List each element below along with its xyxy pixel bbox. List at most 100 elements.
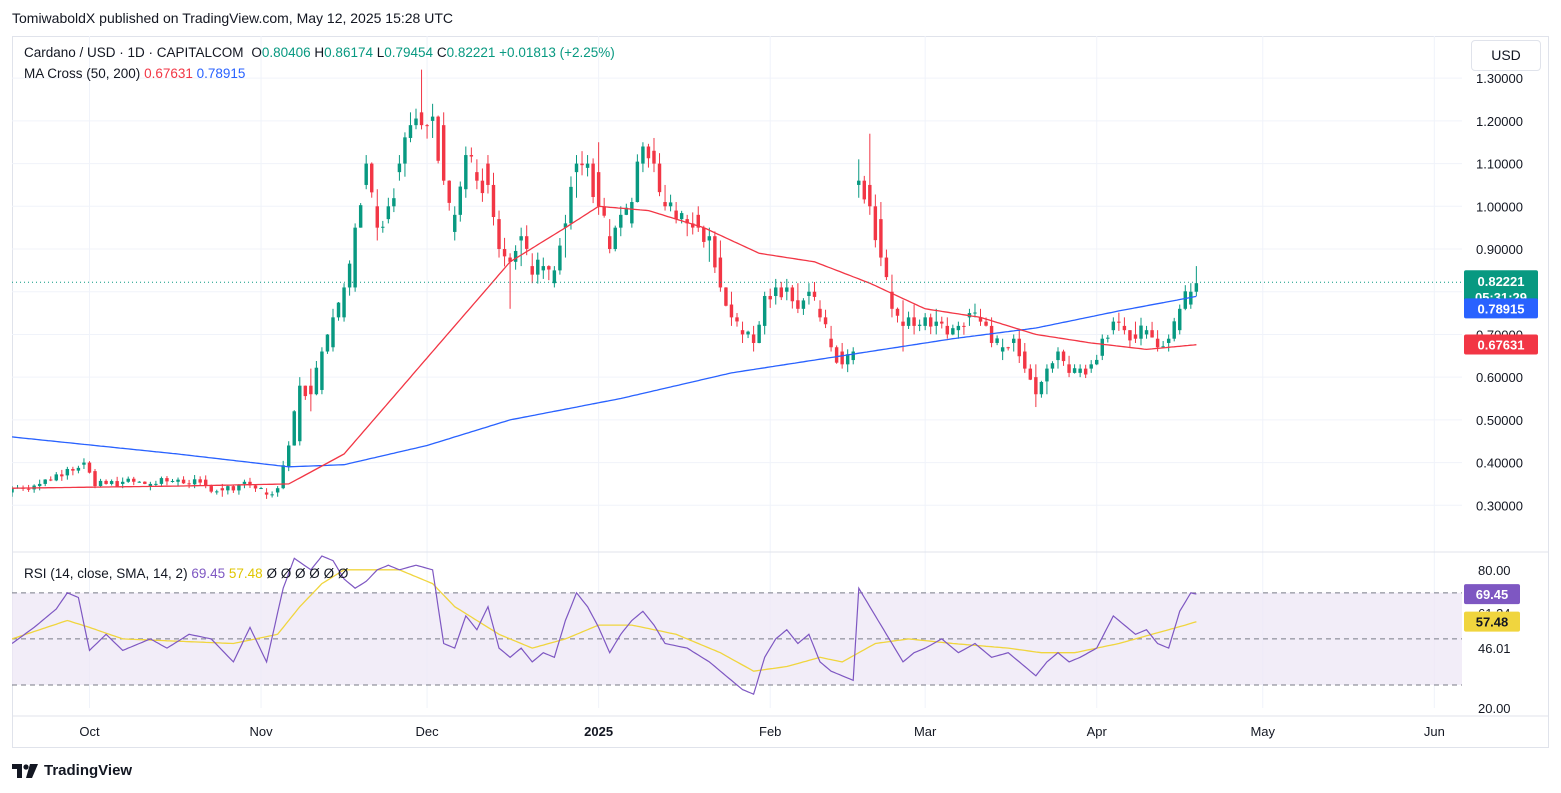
- candle-body: [513, 250, 518, 262]
- candle-body: [834, 347, 839, 363]
- axes: 1.300001.200001.100001.000000.900000.800…: [79, 71, 1523, 739]
- na-mark: Ø: [266, 566, 277, 581]
- candle-body: [884, 257, 889, 278]
- candle-body: [1061, 351, 1066, 362]
- candle-body: [602, 206, 606, 216]
- rsi-sma-value: 57.48: [228, 566, 263, 581]
- candle-body: [49, 479, 53, 481]
- candle-body: [154, 483, 158, 485]
- rsi-legend[interactable]: RSI (14, close, SMA, 14, 2) 69.45 57.48 …: [24, 566, 348, 581]
- footer-brand-label: TradingView: [44, 762, 133, 779]
- candle-body: [823, 317, 828, 325]
- price-tick-label: 0.30000: [1476, 498, 1523, 513]
- candle-body: [956, 325, 961, 331]
- candle-body: [381, 226, 385, 228]
- ma200-badge-value: 0.78915: [1478, 301, 1525, 316]
- candle-body: [502, 249, 507, 257]
- candle-body: [934, 321, 938, 326]
- candle-body: [1078, 368, 1082, 373]
- candle-body: [475, 172, 479, 181]
- candle-body: [713, 236, 717, 268]
- candle-body: [845, 354, 850, 365]
- candle-body: [1128, 330, 1132, 341]
- candle-body: [403, 137, 407, 164]
- candle-body: [1106, 337, 1110, 339]
- candle-body: [414, 118, 418, 126]
- candle-body: [912, 317, 916, 326]
- candle-body: [1133, 334, 1138, 339]
- ma-legend[interactable]: MA Cross (50, 200) 0.67631 0.78915: [24, 66, 245, 81]
- candle-body: [779, 287, 783, 298]
- candle-body: [635, 161, 640, 203]
- candle-body: [862, 180, 867, 200]
- low-value: 0.79454: [384, 45, 434, 60]
- na-mark: Ø: [323, 566, 335, 581]
- candle-body: [1183, 291, 1187, 309]
- symbol-legend[interactable]: Cardano / USD · 1D · CAPITALCOM O0.80406…: [24, 45, 615, 60]
- candle-body: [1089, 364, 1093, 369]
- na-mark: Ø: [337, 566, 349, 581]
- candle-body: [989, 325, 994, 343]
- candle-body: [685, 219, 689, 224]
- low-label: L: [376, 45, 385, 60]
- candle-body: [126, 478, 130, 482]
- candle-body: [364, 163, 368, 185]
- candle-body: [519, 236, 523, 241]
- candle-body: [735, 317, 739, 322]
- candle-body: [242, 481, 247, 484]
- candle-body: [530, 266, 534, 275]
- candle-body: [209, 486, 213, 492]
- candle-body: [547, 266, 551, 270]
- candle-body: [12, 488, 14, 493]
- open-label: O: [251, 45, 262, 60]
- grid-lines: [12, 36, 1549, 717]
- ma200-value: 0.78915: [196, 66, 246, 81]
- candle-body: [657, 163, 662, 193]
- price-chart[interactable]: 1.300001.200001.100001.000000.900000.800…: [12, 36, 1549, 748]
- last-price-badge-value: 0.82221: [1478, 274, 1525, 289]
- candle-body: [314, 367, 319, 395]
- candle-body: [1166, 338, 1171, 343]
- candle-body: [71, 468, 75, 471]
- currency-button[interactable]: USD: [1471, 40, 1541, 71]
- candle-body: [480, 180, 485, 194]
- price-tick-label: 1.20000: [1476, 114, 1523, 129]
- candle-body: [762, 296, 767, 326]
- candle-body: [392, 198, 396, 207]
- close-label: C: [436, 45, 447, 60]
- candle-body: [303, 385, 308, 397]
- candle-body: [270, 494, 274, 496]
- candle-body: [1056, 351, 1060, 361]
- candle-body: [292, 411, 296, 446]
- price-tick-label: 0.60000: [1476, 370, 1523, 385]
- candle-body: [453, 214, 457, 232]
- candle-body: [951, 328, 955, 335]
- candle-body: [668, 202, 673, 207]
- publisher-line: TomiwaboldX published on TradingView.com…: [12, 10, 453, 26]
- candle-body: [430, 116, 435, 121]
- candle-body: [358, 205, 363, 228]
- high-value: 0.86174: [324, 45, 373, 60]
- candle-body: [60, 474, 64, 477]
- ma50-line: [12, 205, 1197, 489]
- price-tick-label: 1.30000: [1476, 71, 1523, 86]
- candle-body: [1095, 359, 1099, 365]
- footer-brand[interactable]: TradingView: [12, 762, 132, 779]
- candle-body: [585, 163, 590, 168]
- candle-body: [1028, 368, 1033, 380]
- candle-body: [137, 481, 142, 483]
- candle-body: [790, 287, 795, 302]
- na-mark: Ø: [280, 566, 292, 581]
- candle-body: [231, 486, 236, 491]
- candle-body: [619, 214, 623, 228]
- candle-body: [148, 483, 153, 487]
- candle-body: [497, 219, 501, 250]
- candle-body: [696, 214, 700, 228]
- candle-body: [132, 478, 136, 482]
- price-tick-label: 0.50000: [1476, 413, 1523, 428]
- candle-body: [1117, 321, 1121, 323]
- candle-body: [596, 172, 601, 207]
- candle-body: [1139, 325, 1143, 339]
- candle-body: [336, 302, 341, 318]
- candle-body: [729, 304, 734, 318]
